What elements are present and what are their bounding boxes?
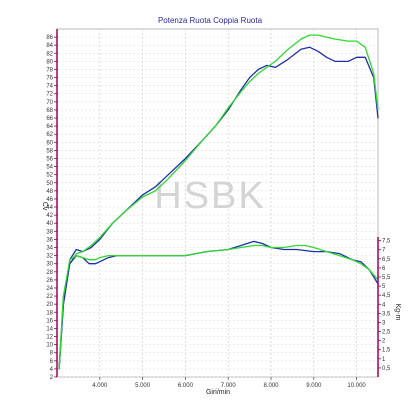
y-left-tick-label: 50 bbox=[46, 181, 53, 187]
y-right-tick-label: 6,5 bbox=[382, 257, 391, 263]
y-left-tick-label: 68 bbox=[46, 108, 53, 114]
y-left-tick-label: 14 bbox=[46, 326, 53, 332]
y-left-tick-label: 24 bbox=[46, 286, 53, 292]
x-tick-label: 5.000 bbox=[135, 383, 151, 389]
y-right-tick-label: 2 bbox=[382, 339, 386, 345]
y-left-tick-label: 54 bbox=[46, 165, 53, 171]
y-left-tick-label: 18 bbox=[46, 310, 53, 316]
y-left-tick-label: 4 bbox=[50, 367, 54, 373]
y-left-tick-label: 70 bbox=[46, 100, 53, 106]
y-left-tick-label: 26 bbox=[46, 278, 53, 284]
y-left-tick-label: 86 bbox=[46, 35, 53, 41]
series-line-4 bbox=[58, 244, 379, 370]
y-left-tick-label: 66 bbox=[46, 116, 53, 122]
y-right-axis-label: Kg-m bbox=[394, 304, 401, 321]
x-axis-label: Giri/min bbox=[206, 389, 230, 396]
y-right-tick-label: 5 bbox=[382, 284, 386, 290]
y-right-tick-label: 4 bbox=[382, 302, 386, 308]
y-left-tick-label: 16 bbox=[46, 318, 53, 324]
y-left-tick-label: 2 bbox=[50, 375, 54, 381]
y-right-tick-label: 7,5 bbox=[382, 239, 391, 245]
y-right-tick-label: 7 bbox=[382, 248, 386, 254]
y-left-tick-label: 32 bbox=[46, 254, 53, 260]
series-line-2 bbox=[58, 34, 379, 370]
y-left-tick-label: 56 bbox=[46, 156, 53, 162]
y-left-tick-label: 60 bbox=[46, 140, 53, 146]
y-right-tick-label: 6 bbox=[382, 266, 386, 272]
y-left-tick-label: 44 bbox=[46, 205, 53, 211]
x-tick-label: 10.000 bbox=[347, 383, 366, 389]
y-left-tick-label: 12 bbox=[46, 335, 53, 341]
y-right-tick-label: 5,5 bbox=[382, 275, 391, 281]
x-tick-label: 8.000 bbox=[263, 383, 279, 389]
y-left-tick-label: 72 bbox=[46, 92, 53, 98]
y-right-tick-label: 1 bbox=[382, 357, 386, 363]
y-right-tick-label: 2,5 bbox=[382, 330, 391, 336]
y-left-tick-label: 10 bbox=[46, 343, 53, 349]
y-right-tick-label: 1,5 bbox=[382, 348, 391, 354]
y-left-tick-label: 8 bbox=[50, 351, 54, 357]
y-left-tick-label: 22 bbox=[46, 294, 53, 300]
y-left-tick-label: 52 bbox=[46, 173, 53, 179]
y-left-tick-label: 62 bbox=[46, 132, 53, 138]
x-tick-label: 9.000 bbox=[306, 383, 322, 389]
y-left-tick-label: 78 bbox=[46, 67, 53, 73]
y-left-tick-label: 36 bbox=[46, 237, 53, 243]
series-layer bbox=[58, 34, 379, 370]
y-left-tick-label: 80 bbox=[46, 59, 53, 65]
y-right-tick-label: 3,5 bbox=[382, 311, 391, 317]
x-ticks: 4.000 5.000 6.000 7.000 8.000 9.000 10.000 bbox=[92, 377, 366, 389]
y-right-ticks: 0,5 1 1,5 2 2,5 3 3,5 4 4,5 5 5,5 6 6,5 7 7,5 bbox=[378, 239, 391, 372]
watermark-text: HSBK bbox=[154, 175, 265, 217]
x-tick-label: 7.000 bbox=[221, 383, 237, 389]
y-left-tick-label: 34 bbox=[46, 246, 53, 252]
plot-background bbox=[56, 28, 379, 378]
y-right-tick-label: 3 bbox=[382, 320, 386, 326]
y-left-tick-label: 76 bbox=[46, 76, 53, 82]
y-left-tick-label: 46 bbox=[46, 197, 53, 203]
y-left-tick-label: 84 bbox=[46, 43, 53, 49]
grid bbox=[57, 29, 378, 378]
y-left-tick-label: 28 bbox=[46, 270, 53, 276]
x-tick-label: 4.000 bbox=[92, 383, 108, 389]
x-tick-label: 6.000 bbox=[178, 383, 194, 389]
y-left-tick-label: 48 bbox=[46, 189, 53, 195]
y-left-tick-label: 82 bbox=[46, 51, 53, 57]
y-left-tick-label: 6 bbox=[50, 359, 54, 365]
y-right-tick-label: 4,5 bbox=[382, 293, 391, 299]
y-left-tick-label: 38 bbox=[46, 229, 53, 235]
chart-title: Potenza Ruota Coppia Ruota bbox=[158, 16, 263, 25]
y-left-tick-label: 74 bbox=[46, 84, 53, 90]
y-left-tick-label: 58 bbox=[46, 148, 53, 154]
y-left-tick-label: 40 bbox=[46, 221, 53, 227]
y-left-tick-label: 20 bbox=[46, 302, 53, 308]
y-left-axis-label: Cv bbox=[41, 202, 48, 211]
y-left-tick-label: 30 bbox=[46, 262, 53, 268]
y-left-tick-label: 42 bbox=[46, 213, 53, 219]
y-right-tick-label: 0,5 bbox=[382, 366, 391, 372]
y-left-tick-label: 64 bbox=[46, 124, 53, 130]
y-left-ticks: 2468101214161820222426283032343638404244… bbox=[46, 35, 57, 381]
